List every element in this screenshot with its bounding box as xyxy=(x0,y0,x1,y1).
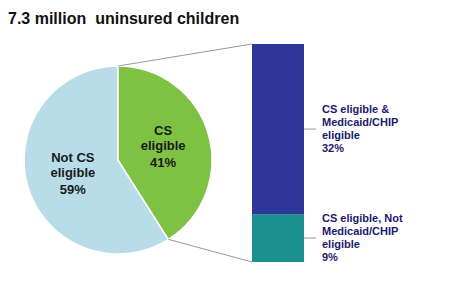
background xyxy=(0,0,472,284)
data-label: 9% xyxy=(322,251,338,263)
slice-label: CSeligible xyxy=(141,123,186,153)
chart: 7.3 million uninsured childrenNot CSelig… xyxy=(0,0,472,284)
text-line: eligible xyxy=(322,129,360,141)
text-line: eligible xyxy=(322,238,360,250)
bar-segment xyxy=(252,44,304,214)
text-line: Medicaid/CHIP xyxy=(322,116,398,128)
pie xyxy=(24,66,212,254)
label-tick xyxy=(304,238,316,239)
data-label: 41% xyxy=(150,155,176,170)
bar-segment xyxy=(252,214,304,262)
text-line: CS xyxy=(154,123,172,138)
slice-label: Not CSeligible xyxy=(50,150,95,180)
text-line: Not CS xyxy=(51,150,95,165)
bars xyxy=(252,44,304,262)
label-tick xyxy=(304,129,316,130)
text-line: CS eligible, Not xyxy=(322,212,403,224)
series-label: CS eligible, NotMedicaid/CHIPeligible xyxy=(322,212,403,250)
text-line: Medicaid/CHIP xyxy=(322,225,398,237)
pie-slice xyxy=(118,66,212,239)
connector xyxy=(118,44,252,66)
data-label: 59% xyxy=(60,182,86,197)
data-label: 32% xyxy=(322,142,344,154)
title: 7.3 million uninsured children xyxy=(8,10,239,27)
text-line: eligible xyxy=(141,138,186,153)
connector xyxy=(168,239,252,262)
series-label: CS eligible &Medicaid/CHIPeligible xyxy=(322,103,398,141)
text-line: eligible xyxy=(50,165,95,180)
text-line: CS eligible & xyxy=(322,103,389,115)
